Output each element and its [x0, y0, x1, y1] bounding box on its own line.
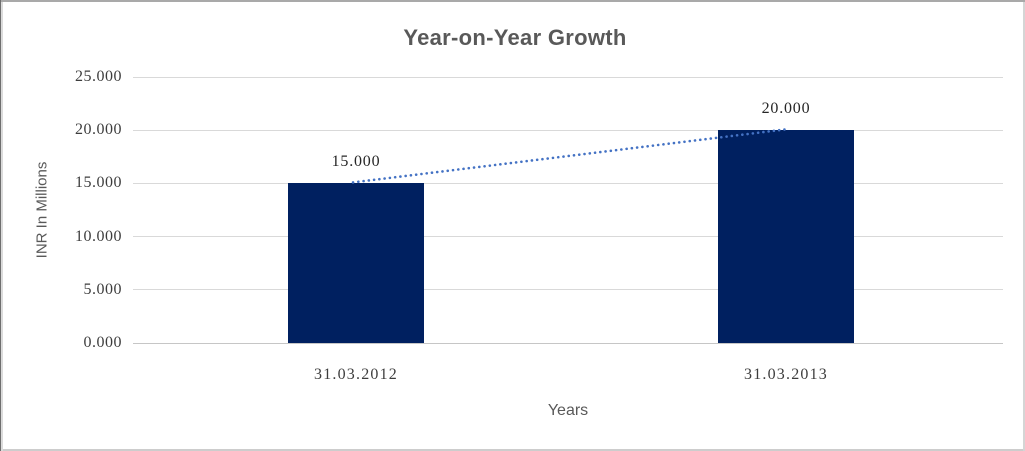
trendline-dotted: [351, 127, 789, 184]
x-axis-line: [133, 342, 1003, 344]
bar-31.03.2013: [718, 130, 854, 343]
y-tick-label: 5.000: [83, 280, 122, 298]
data-label: 20.000: [761, 100, 811, 118]
gridline: [133, 76, 1003, 78]
y-tick-label: 15.000: [75, 174, 122, 192]
gridline: [133, 182, 1003, 184]
bar-31.03.2012: [288, 183, 424, 343]
data-label: 15.000: [331, 153, 381, 171]
y-tick-label: 20.000: [75, 121, 122, 139]
gridline: [133, 289, 1003, 291]
chart-title: Year-on-Year Growth: [403, 25, 627, 50]
y-tick-label: 10.000: [75, 227, 122, 245]
gridline: [133, 236, 1003, 238]
x-tick-label: 31.03.2012: [314, 366, 398, 383]
x-tick-label: 31.03.2013: [744, 366, 828, 383]
y-tick-label: 0.000: [83, 334, 122, 351]
gridline: [133, 129, 1003, 131]
plot-area: [133, 76, 1003, 344]
y-tick-label: 25.000: [75, 68, 122, 85]
x-axis-title: Years: [547, 402, 589, 419]
